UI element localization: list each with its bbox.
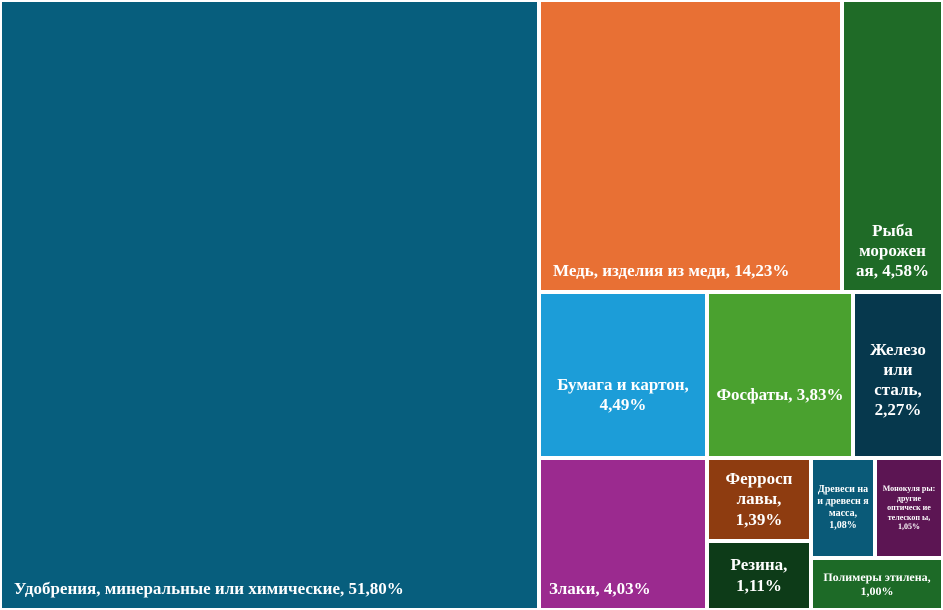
tile-label-iron-steel: Железо или сталь, 2,27% <box>870 339 926 420</box>
tile-label-wood-pulp: Древеси на и древесн я масса, 1,08% <box>817 484 869 531</box>
tile-ferroalloys[interactable]: Ферросп лавы, 1,39% <box>707 458 811 541</box>
tile-label-fertilizers: Удобрения, минеральные или химические, 5… <box>14 578 404 598</box>
tile-frozen-fish[interactable]: Рыба морожен ая, 4,58% <box>842 0 943 292</box>
tile-label-cereals: Злаки, 4,03% <box>549 578 651 598</box>
tile-label-ethylene-polymers: Полимеры этилена, 1,00% <box>823 569 931 598</box>
tile-cereals[interactable]: Злаки, 4,03% <box>539 458 707 610</box>
tile-ethylene-polymers[interactable]: Полимеры этилена, 1,00% <box>811 558 943 610</box>
tile-label-phosphates: Фосфаты, 3,83% <box>716 384 844 404</box>
tile-fertilizers[interactable]: Удобрения, минеральные или химические, 5… <box>0 0 539 610</box>
tile-label-copper: Медь, изделия из меди, 14,23% <box>553 260 790 280</box>
tile-monoculars[interactable]: Монокуля ры: другие оптическ ие телескоп… <box>875 458 943 558</box>
tile-label-paper-cardboard: Бумага и картон, 4,49% <box>557 374 689 414</box>
tile-label-frozen-fish: Рыба морожен ая, 4,58% <box>856 220 929 280</box>
tile-copper[interactable]: Медь, изделия из меди, 14,23% <box>539 0 842 292</box>
tile-label-ferroalloys: Ферросп лавы, 1,39% <box>725 469 793 529</box>
tile-label-rubber: Резина, 1,11% <box>730 555 788 595</box>
tile-phosphates[interactable]: Фосфаты, 3,83% <box>707 292 853 458</box>
tile-paper-cardboard[interactable]: Бумага и картон, 4,49% <box>539 292 707 458</box>
tile-iron-steel[interactable]: Железо или сталь, 2,27% <box>853 292 943 458</box>
tile-rubber[interactable]: Резина, 1,11% <box>707 541 811 610</box>
tile-wood-pulp[interactable]: Древеси на и древесн я масса, 1,08% <box>811 458 875 558</box>
tile-label-monoculars: Монокуля ры: другие оптическ ие телескоп… <box>882 484 936 532</box>
